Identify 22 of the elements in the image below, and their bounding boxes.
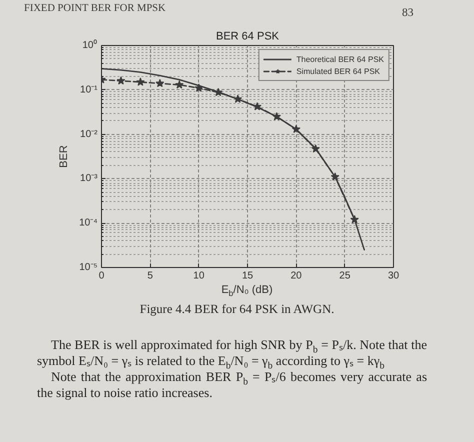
chart-title: BER 64 PSK bbox=[216, 30, 280, 42]
y-tick-label: 10⁻¹ bbox=[80, 84, 98, 96]
x-tick-label: 15 bbox=[242, 270, 254, 282]
text: 83 bbox=[402, 6, 414, 21]
caption: Figure 4.4 BER for 64 PSK in AWGN. bbox=[138, 301, 336, 318]
y-tick-label: 10⁰ bbox=[82, 39, 98, 51]
y-tick-label: 10⁻⁴ bbox=[79, 218, 98, 229]
x-tick-label: 5 bbox=[147, 270, 154, 282]
legend-label: Theoretical BER 64 PSK bbox=[296, 54, 384, 64]
x-tick-label: 20 bbox=[290, 270, 302, 282]
x-tick-label: 25 bbox=[339, 270, 351, 282]
y-tick-label: 10⁻³ bbox=[80, 173, 98, 184]
legend-label: Simulated BER 64 PSK bbox=[296, 66, 380, 76]
y-axis-title: BER bbox=[58, 145, 70, 168]
text: FIXED POINT BER FOR MPSK bbox=[24, 2, 166, 16]
y-tick-label: 10⁻⁵ bbox=[79, 262, 98, 273]
x-tick-label: 10 bbox=[193, 270, 205, 282]
text: Note that the approximation BER P$_{b}$ = Pₛ/6 becomes very accurate as the signal to noise ratio increases. bbox=[37, 369, 428, 400]
y-tick-label: 10⁻² bbox=[80, 128, 98, 140]
x-axis-title: E$_{b}$/N₀ (dB) bbox=[220, 283, 274, 298]
x-tick-label: 30 bbox=[388, 270, 400, 282]
x-tick-label: 0 bbox=[98, 270, 105, 282]
